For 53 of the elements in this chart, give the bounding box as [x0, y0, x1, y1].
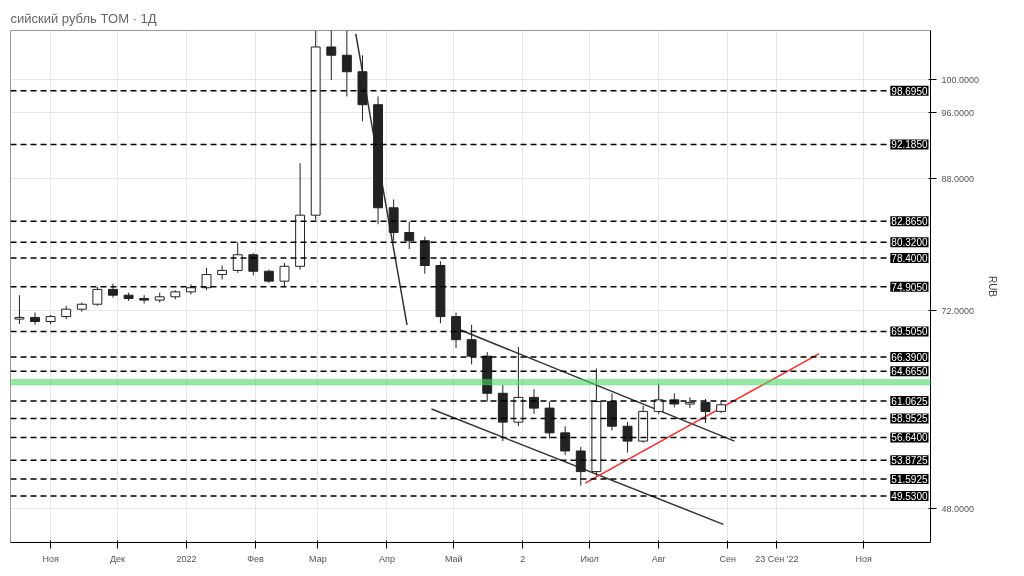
candlestick [560, 425, 571, 456]
ref-line-label: 56.6400 [891, 432, 928, 444]
y-tick-label: 100.0000 [941, 74, 980, 85]
ref-line-label: 64.6650 [891, 366, 928, 378]
x-tick-label: Ноя [855, 553, 872, 564]
candlestick [217, 264, 228, 280]
ref-line-label: 66.3900 [891, 352, 928, 364]
candlestick [14, 294, 25, 325]
candlestick [92, 286, 103, 307]
ref-line-label: 51.5925 [891, 474, 928, 486]
x-tick-label: Апр [379, 553, 395, 564]
y-tick-label: 96.0000 [941, 107, 975, 118]
x-tick-label: Июл [580, 553, 599, 564]
x-tick-label: Авг [651, 553, 667, 564]
ref-line-label: 49.5300 [891, 491, 928, 503]
candlestick [466, 324, 477, 365]
y-tick-label: 72.0000 [941, 305, 975, 316]
ref-line-label: 53.8725 [891, 455, 928, 467]
ref-line-label: 69.5050 [891, 326, 928, 338]
candlestick [232, 241, 243, 274]
x-tick-label: Фев [247, 553, 265, 564]
ref-line-label: 80.3200 [891, 237, 928, 249]
ref-line-label: 92.1850 [891, 139, 928, 151]
ref-line-label: 98.6950 [891, 85, 928, 97]
y-tick-label: 88.0000 [941, 173, 975, 184]
x-tick-label: 23 Сен '22 [755, 553, 799, 564]
y-axis-title: RUB [987, 275, 999, 298]
candlestick [326, 30, 337, 81]
candlestick [700, 398, 711, 424]
candlestick [653, 382, 664, 415]
x-tick-label: 2 [520, 553, 526, 564]
ref-line-label: 82.8650 [891, 216, 928, 228]
ref-line-label: 78.4000 [891, 253, 928, 265]
ref-line-label: 74.9050 [891, 281, 928, 293]
candlestick [451, 311, 461, 349]
ref-line-label: 61.0625 [891, 396, 928, 407]
candlestick [404, 221, 415, 250]
x-tick-label: Мар [309, 553, 327, 564]
candlestick [684, 396, 695, 409]
x-tick-label: Дек [109, 553, 126, 564]
y-tick-label: 48.0000 [941, 503, 975, 514]
candlestick [30, 311, 40, 326]
x-tick-label: Сен [719, 553, 737, 564]
candlestick [575, 446, 586, 487]
chart-title: сийский рубль TOM · 1Д [10, 10, 157, 26]
candlestick [201, 267, 212, 291]
x-tick-label: Ноя [42, 553, 59, 564]
x-tick-label: 2022 [176, 553, 197, 564]
candlestick [622, 421, 633, 454]
candlestick [279, 262, 290, 287]
candlestick [341, 30, 352, 97]
x-tick-label: Май [444, 553, 463, 564]
ref-line-label: 58.9525 [891, 413, 928, 425]
